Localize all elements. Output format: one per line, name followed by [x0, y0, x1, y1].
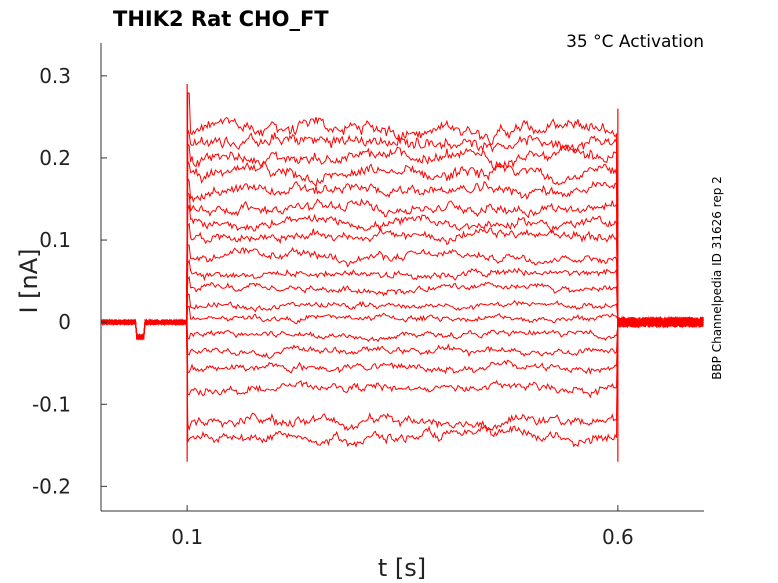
y-axis-label: I [nA] — [15, 248, 43, 313]
current-trace — [100, 222, 704, 341]
y-tick-label: 0 — [58, 310, 71, 334]
current-trace — [100, 176, 704, 339]
current-trace — [100, 244, 704, 341]
current-trace — [100, 316, 704, 359]
current-trace — [100, 293, 704, 341]
y-tick-label: 0.1 — [39, 228, 71, 252]
current-trace — [100, 316, 704, 375]
x-tick-label: 0.6 — [602, 525, 634, 549]
y-tick-label: 0.2 — [39, 146, 71, 170]
current-trace — [101, 316, 704, 399]
y-tick-label: -0.1 — [32, 392, 71, 416]
x-axis-label: t [s] — [378, 554, 426, 582]
current-trace — [100, 305, 704, 340]
current-trace — [100, 92, 704, 341]
current-trace — [100, 129, 704, 340]
x-tick-label: 0.1 — [171, 525, 203, 549]
chart-annotation: 35 °C Activation — [566, 32, 704, 52]
chart-title: THIK2 Rat CHO_FT — [113, 7, 329, 31]
current-trace — [100, 258, 704, 341]
side-label: BBP Channelpedia ID 31626 rep 2 — [710, 176, 724, 380]
current-trace — [100, 191, 704, 341]
y-tick-label: -0.2 — [32, 474, 71, 498]
current-trace — [100, 315, 704, 432]
y-tick-label: 0.3 — [39, 64, 71, 88]
current-trace — [101, 160, 704, 339]
current-trace — [100, 204, 704, 339]
current-trace — [100, 275, 704, 340]
current-trace — [100, 142, 704, 340]
plot-area — [100, 84, 704, 462]
current-trace — [100, 315, 704, 449]
current-trace — [100, 315, 704, 343]
axes: 0.3 0.2 0.1 0 -0.1 -0.2 0.1 0.6 — [32, 43, 704, 549]
